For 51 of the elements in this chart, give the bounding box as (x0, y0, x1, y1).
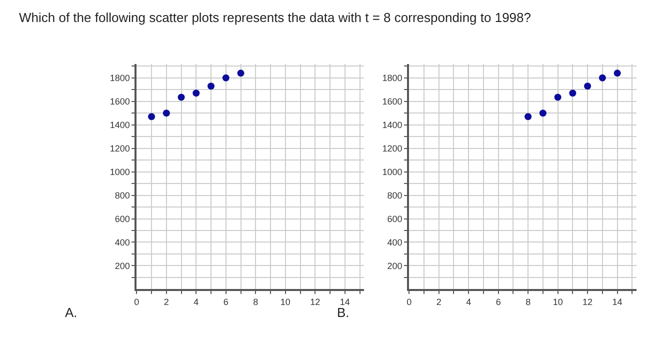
y-tick-label: 1000 (110, 166, 130, 177)
x-tick-label: 8 (253, 296, 258, 307)
y-tick-label: 200 (114, 260, 130, 271)
y-tick-label: 800 (387, 190, 402, 200)
x-tick-label: 8 (526, 296, 531, 307)
y-tick-label: 1600 (110, 96, 130, 107)
point (569, 90, 576, 97)
x-tick-label: 10 (280, 296, 290, 307)
y-tick-label: 1400 (382, 120, 402, 130)
point (178, 94, 185, 101)
x-tick-label: 2 (436, 296, 442, 307)
y-tick-label: 1400 (110, 120, 130, 130)
y-tick-label: 600 (387, 214, 402, 224)
x-tick-label: 12 (310, 296, 320, 307)
text: B. (337, 305, 350, 320)
y-tick-label: 1000 (382, 166, 402, 177)
y-tick-label: 1200 (110, 143, 130, 154)
point (208, 82, 215, 90)
x-tick-label: 0 (406, 296, 412, 307)
y-tick-label: 800 (114, 190, 130, 200)
point (222, 74, 230, 82)
x-tick-label: 6 (496, 296, 501, 307)
y-tick-label: 400 (114, 237, 130, 248)
chart-title: Which of the following scatter plots represents the data with t = 8 corresponding to 1998? (19, 10, 531, 25)
point (148, 113, 156, 120)
y-tick-label: 1200 (382, 143, 402, 154)
x-tick-label: 14 (340, 296, 350, 307)
x-tick-label: 12 (582, 296, 593, 307)
y-tick-label: 200 (387, 260, 402, 271)
x-tick-label: 6 (223, 296, 228, 307)
point (524, 113, 532, 120)
point (192, 90, 200, 97)
point (584, 82, 592, 90)
x-tick-label: 2 (164, 296, 169, 307)
point (554, 94, 562, 101)
y-tick-label: 600 (114, 214, 130, 224)
point (162, 110, 170, 117)
x-tick-label: 4 (466, 296, 472, 307)
point (614, 70, 621, 77)
point (598, 74, 606, 82)
x-tick-label: 0 (134, 296, 140, 307)
y-tick-label: 400 (387, 237, 402, 248)
point (539, 110, 546, 117)
y-tick-label: 1800 (110, 73, 130, 84)
point (237, 70, 244, 77)
text: A. (65, 305, 78, 320)
x-tick-label: 14 (612, 296, 622, 307)
y-tick-label: 1800 (382, 73, 402, 84)
x-tick-label: 10 (552, 296, 563, 307)
x-tick-label: 4 (194, 296, 199, 307)
y-tick-label: 1600 (382, 96, 402, 107)
